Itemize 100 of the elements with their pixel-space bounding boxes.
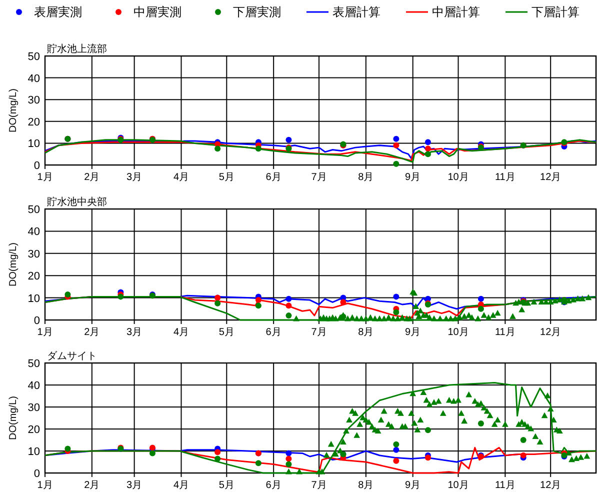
point <box>424 427 431 434</box>
y-tick-label: 50 <box>28 204 40 216</box>
y-tick-label: 40 <box>28 380 40 392</box>
point <box>424 146 431 152</box>
x-tick-label: 10月 <box>448 480 469 491</box>
y-tick-label: 10 <box>28 292 40 305</box>
point <box>255 302 262 309</box>
legend-label: 中層計算 <box>432 5 480 19</box>
y-tick-label: 30 <box>28 248 40 260</box>
x-tick-label: 5月 <box>218 327 234 338</box>
point <box>424 139 431 146</box>
point <box>393 446 400 453</box>
y-tick-label: 20 <box>28 424 40 436</box>
x-tick-label: 5月 <box>218 480 234 491</box>
x-tick-label: 7月 <box>311 327 327 338</box>
y-tick-label: 0 <box>34 468 40 480</box>
x-tick-label: 2月 <box>84 172 100 183</box>
y-axis-title: DO(mg/L) <box>8 242 19 286</box>
x-tick-label: 3月 <box>126 327 142 338</box>
point <box>255 146 262 152</box>
x-tick-label: 6月 <box>266 480 282 491</box>
x-tick-label: 10月 <box>448 172 469 183</box>
point <box>478 420 484 426</box>
point <box>520 452 526 458</box>
point <box>424 151 431 158</box>
legend-label: 表層計算 <box>332 5 380 19</box>
x-tick-label: 8月 <box>358 327 374 338</box>
y-tick-label: 50 <box>28 51 40 63</box>
x-tick-label: 11月 <box>494 327 516 338</box>
legend-label: 下層計算 <box>532 5 580 19</box>
x-tick-label: 4月 <box>173 480 190 491</box>
y-tick-label: 10 <box>28 446 40 458</box>
point <box>478 306 484 312</box>
point <box>64 446 71 452</box>
y-tick-label: 0 <box>34 160 40 172</box>
y-tick-label: 40 <box>28 226 40 238</box>
point <box>149 450 156 456</box>
point <box>286 450 292 456</box>
x-tick-label: 11月 <box>494 480 516 491</box>
point <box>393 458 400 464</box>
point <box>286 296 292 302</box>
point <box>520 437 526 443</box>
point <box>286 312 292 319</box>
x-tick-label: 1月 <box>37 327 53 338</box>
point <box>286 456 292 462</box>
point <box>286 136 292 143</box>
point <box>393 294 400 300</box>
x-tick-label: 1月 <box>37 172 53 183</box>
x-tick-label: 4月 <box>173 327 190 338</box>
y-axis-title: DO(mg/L) <box>8 396 19 440</box>
x-tick-label: 12月 <box>540 480 562 491</box>
x-tick-label: 12月 <box>540 172 562 183</box>
chart-title: 貯水池中央部 <box>47 196 107 208</box>
y-tick-label: 0 <box>34 315 40 327</box>
point <box>64 291 71 298</box>
point <box>118 294 124 300</box>
point <box>214 146 221 152</box>
x-tick-label: 3月 <box>126 172 142 183</box>
point <box>255 460 262 466</box>
x-tick-label: 5月 <box>218 172 234 183</box>
y-tick-label: 30 <box>28 94 40 107</box>
x-tick-label: 6月 <box>266 327 282 338</box>
y-axis-title: DO(mg/L) <box>8 88 19 132</box>
x-tick-label: 6月 <box>266 172 282 183</box>
point <box>255 297 262 304</box>
point <box>214 456 221 462</box>
legend-label: 表層実測 <box>34 5 82 19</box>
point <box>393 142 400 148</box>
y-tick-label: 10 <box>28 138 40 150</box>
line-series <box>45 296 596 321</box>
point <box>393 136 400 142</box>
x-tick-label: 2月 <box>84 327 100 338</box>
point <box>340 299 346 306</box>
x-tick-label: 7月 <box>311 480 327 491</box>
x-tick-label: 12月 <box>540 327 562 338</box>
legend-label: 中層実測 <box>134 5 182 19</box>
x-tick-label: 1月 <box>37 480 53 491</box>
y-tick-label: 30 <box>28 402 40 414</box>
y-tick-label: 40 <box>28 72 40 85</box>
x-tick-label: 3月 <box>126 480 142 491</box>
x-tick-label: 11月 <box>494 172 516 183</box>
point <box>214 300 221 306</box>
point <box>286 461 292 468</box>
y-tick-label: 50 <box>28 358 40 370</box>
x-tick-label: 9月 <box>405 327 421 338</box>
point <box>214 449 221 456</box>
x-tick-label: 8月 <box>358 172 374 183</box>
line-series <box>45 382 596 474</box>
x-tick-label: 2月 <box>84 480 100 491</box>
x-tick-label: 4月 <box>173 172 190 183</box>
x-tick-label: 9月 <box>405 172 421 183</box>
x-tick-label: 10月 <box>448 327 469 338</box>
point <box>393 441 400 448</box>
x-tick-label: 7月 <box>311 172 327 183</box>
legend-label: 下層実測 <box>233 5 281 19</box>
y-tick-label: 20 <box>28 270 40 283</box>
point <box>424 454 431 461</box>
point <box>286 302 292 309</box>
point <box>393 309 400 316</box>
point <box>393 160 400 167</box>
